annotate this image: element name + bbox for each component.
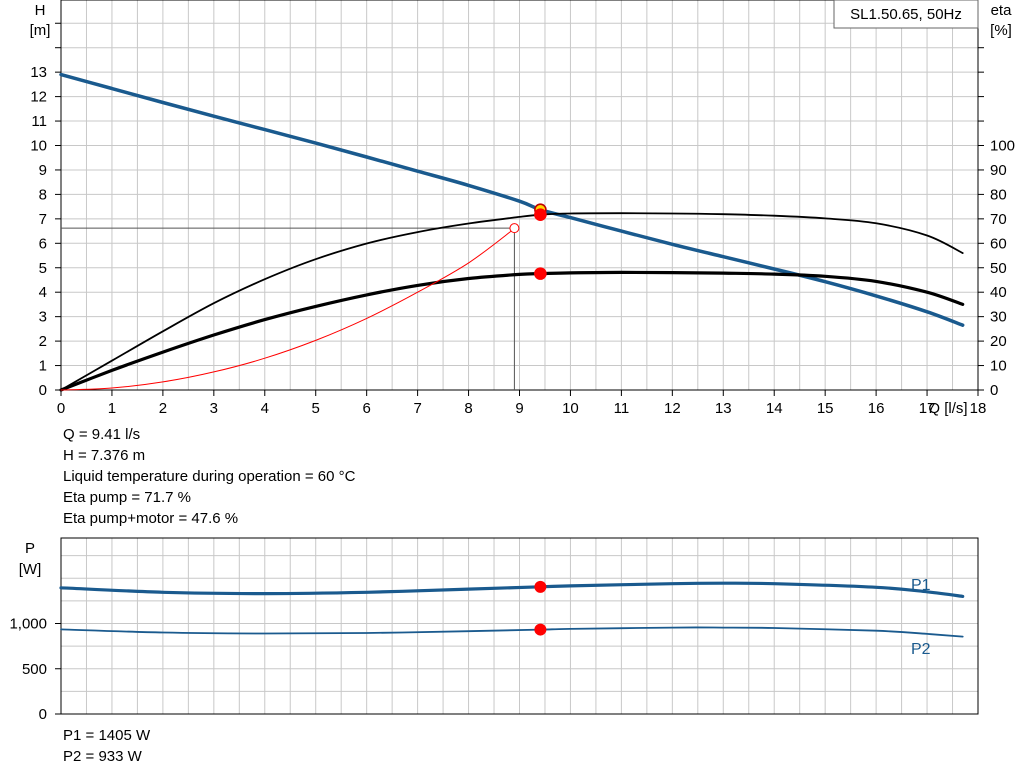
x-tick-label: 10 <box>562 400 579 417</box>
x-tick-label: 11 <box>614 400 630 417</box>
x-tick-label: 13 <box>715 400 732 417</box>
y-left-tick-label: 1 <box>39 358 47 375</box>
top-chart-labels: 0 1 2 3 4 5 6 7 8 9 10 11 12 13 14 15 16 17 18Q [l/s]01234… <box>30 0 1015 417</box>
y-axis-label: P <box>25 540 35 557</box>
x-tick-label: 4 <box>261 400 269 417</box>
y-right-tick-label: 20 <box>990 333 1007 350</box>
x-tick-label: 12 <box>664 400 681 417</box>
eta-pump-motor-readout: Eta pump+motor = 47.6 % <box>63 510 239 527</box>
x-tick-label: 2 <box>159 400 167 417</box>
x-tick-label: 5 <box>312 400 320 417</box>
y-right-tick-label: 100 <box>990 138 1015 155</box>
y-right-tick-label: 30 <box>990 309 1007 326</box>
y-right-tick-label: 70 <box>990 211 1007 228</box>
head-readout: H = 7.376 m <box>63 447 146 464</box>
duty-point-eta-pump-marker <box>534 208 547 221</box>
y-right-axis-label: eta <box>991 2 1013 19</box>
x-axis-label: Q [l/s] <box>928 400 967 417</box>
x-tick-label: 7 <box>413 400 421 417</box>
y-left-tick-label: 5 <box>39 260 47 277</box>
y-left-tick-label: 9 <box>39 162 47 179</box>
flow-readout: Q = 9.41 l/s <box>63 426 141 443</box>
p1-curve-label: P1 <box>911 577 931 594</box>
x-tick-label: 18 <box>970 400 987 417</box>
chart-title: SL1.50.65, 50Hz <box>850 6 962 23</box>
head-curve <box>59 72 965 327</box>
power-info: P1 = 1405 W P2 = 933 W <box>63 725 150 767</box>
x-tick-label: 3 <box>210 400 218 417</box>
top-chart-grid <box>60 0 979 390</box>
p2-curve-label: P2 <box>911 641 931 658</box>
y-right-axis-unit: [%] <box>990 22 1012 39</box>
power-chart-labels: 0 500 1,000 P [W] P1 P2 <box>9 540 930 723</box>
y-left-tick-label: 13 <box>30 64 47 81</box>
y-left-tick-label: 11 <box>31 113 47 130</box>
y-tick-label: 500 <box>22 661 47 678</box>
y-tick-label: 0 <box>39 706 47 723</box>
y-left-axis-unit: [m] <box>30 22 51 39</box>
p1-duty-marker <box>534 580 547 593</box>
plot-frame <box>60 537 979 715</box>
y-right-tick-label: 50 <box>990 260 1007 277</box>
top-chart-markers <box>509 203 547 280</box>
x-tick-label: 0 <box>57 400 65 417</box>
x-tick-label: 8 <box>464 400 472 417</box>
y-right-tick-label: 40 <box>990 284 1007 301</box>
x-tick-label: 14 <box>766 400 783 417</box>
x-tick-label: 1 <box>108 400 116 417</box>
p2-readout: P2 = 933 W <box>63 748 142 765</box>
p1-curve <box>59 581 965 598</box>
y-left-tick-label: 8 <box>39 186 47 203</box>
y-left-tick-label: 6 <box>39 235 47 252</box>
p1-readout: P1 = 1405 W <box>63 727 151 744</box>
y-left-tick-label: 7 <box>39 211 47 228</box>
power-chart-curves <box>59 581 965 638</box>
y-tick-label: 1,000 <box>9 616 47 633</box>
eta-pump-readout: Eta pump = 71.7 % <box>63 489 191 506</box>
power-chart-grid <box>60 538 979 714</box>
y-right-tick-label: 60 <box>990 235 1007 252</box>
p2-curve <box>60 626 964 638</box>
y-right-tick-label: 90 <box>990 162 1007 179</box>
y-left-tick-label: 12 <box>30 89 47 106</box>
y-right-tick-label: 0 <box>990 382 998 399</box>
y-axis-unit: [W] <box>19 561 42 578</box>
x-tick-label: 16 <box>868 400 885 417</box>
y-right-tick-label: 10 <box>990 358 1007 375</box>
top-chart-curves <box>59 72 965 392</box>
x-tick-label: 6 <box>362 400 370 417</box>
duty-reference-marker <box>509 223 520 234</box>
operating-point-info: Q = 9.41 l/s H = 7.376 m Liquid temperat… <box>63 424 355 529</box>
system-curve <box>60 228 515 391</box>
y-left-tick-label: 0 <box>39 382 47 399</box>
y-left-tick-label: 3 <box>39 309 47 326</box>
y-left-tick-label: 4 <box>39 284 47 301</box>
power-chart-axes <box>55 537 979 715</box>
title-box <box>833 0 979 29</box>
eta-pump-curve <box>60 212 964 391</box>
eta-pump-motor-curve <box>59 270 965 392</box>
x-tick-label: 15 <box>817 400 834 417</box>
x-tick-label: 9 <box>515 400 523 417</box>
x-tick-label: 17 <box>919 400 936 417</box>
p2-duty-marker <box>534 623 547 636</box>
power-chart-markers <box>534 580 547 636</box>
y-left-tick-label: 10 <box>30 138 47 155</box>
top-chart-axes <box>55 0 984 396</box>
y-left-axis-label: H <box>35 2 46 19</box>
y-left-tick-label: 2 <box>39 333 47 350</box>
liquid-temperature-readout: Liquid temperature during operation = 60… <box>63 468 356 485</box>
duty-point-eta-total-marker <box>534 267 547 280</box>
y-right-tick-label: 80 <box>990 186 1007 203</box>
